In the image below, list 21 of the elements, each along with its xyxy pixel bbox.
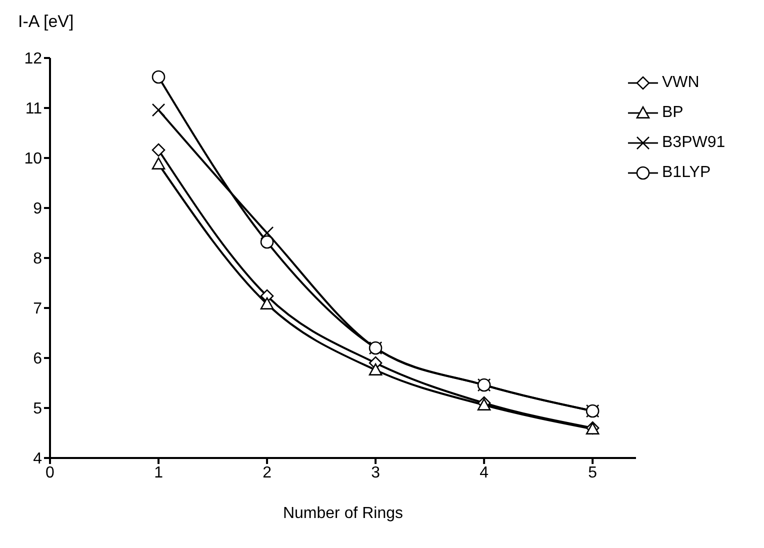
y-tick-label: 9 [33,200,42,218]
y-tick-label: 11 [25,100,42,118]
y-axis-title: I-A [eV] [18,12,74,32]
y-tick-label: 6 [33,350,42,368]
x-tick-label: 1 [154,464,164,482]
y-tick-label: 12 [24,50,42,68]
x-tick-label: 4 [480,464,489,482]
y-tick-label: 5 [33,400,42,418]
legend-label: BP [662,104,684,122]
legend-label: VWN [662,74,700,92]
x-tick-label: 5 [588,464,598,482]
legend-label: B1LYP [662,164,711,182]
x-tick-label: 2 [262,464,272,482]
y-tick-label: 10 [24,150,42,168]
x-tick-label: 3 [371,464,380,482]
y-tick-label: 8 [33,250,42,268]
y-tick-label: 4 [33,450,42,468]
legend-label: B3PW91 [662,134,726,152]
x-axis-title: Number of Rings [282,505,404,522]
y-tick-label: 7 [33,300,42,318]
x-tick-label: 0 [46,464,55,482]
